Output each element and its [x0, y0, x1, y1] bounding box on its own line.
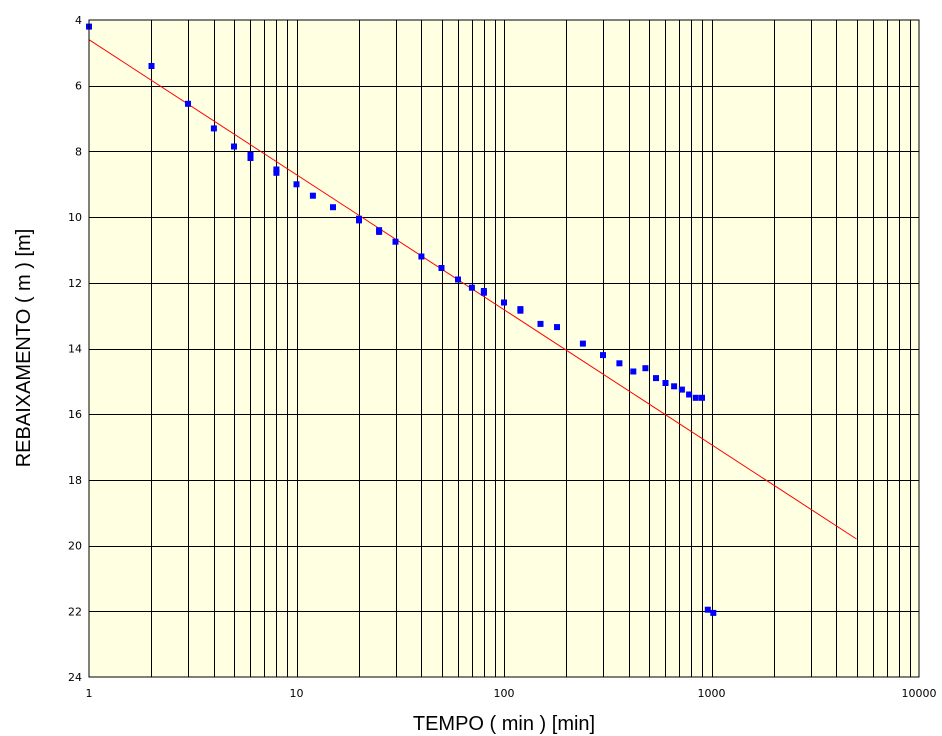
plot-frame	[88, 19, 920, 678]
y-tick-label: 18	[68, 474, 82, 487]
data-point	[537, 320, 544, 327]
y-tick-labels: 4 6 8 10 12 14 16 18 20 22 24	[68, 14, 82, 684]
data-point	[210, 125, 217, 132]
data-point	[376, 228, 383, 235]
data-point	[704, 606, 711, 613]
x-tick-label: 10000	[902, 687, 937, 700]
x-tick-label: 10	[290, 687, 304, 700]
data-point	[579, 340, 586, 347]
y-tick-label: 12	[68, 277, 82, 290]
data-point	[392, 238, 399, 245]
x-tick-label: 100	[494, 687, 515, 700]
y-tick-label: 24	[68, 671, 82, 684]
data-point	[692, 394, 699, 401]
data-point	[185, 100, 191, 107]
data-point	[671, 383, 678, 390]
data-point	[231, 143, 237, 150]
data-point	[480, 289, 487, 296]
data-point	[330, 204, 336, 211]
data-point	[455, 276, 461, 283]
data-point	[468, 284, 475, 291]
data-point	[662, 380, 669, 386]
x-tick-labels: 1 10 100 1000 10000	[86, 687, 937, 700]
y-tick-label: 4	[75, 14, 82, 27]
data-point	[309, 192, 316, 199]
data-point	[247, 151, 254, 158]
x-tick-label: 1000	[698, 687, 726, 700]
data-point	[630, 368, 637, 375]
y-tick-label: 22	[68, 605, 82, 618]
y-tick-label: 6	[75, 80, 82, 93]
y-axis-title: REBAIXAMENTO ( m ) [m]	[13, 229, 35, 468]
data-point	[438, 265, 445, 271]
y-tick-label: 16	[68, 408, 82, 421]
data-point	[273, 166, 280, 173]
data-point	[418, 253, 425, 260]
data-points	[86, 23, 717, 616]
data-point	[686, 391, 693, 398]
data-point	[517, 307, 524, 314]
data-point	[678, 386, 685, 393]
x-axis-title: TEMPO ( min ) [min]	[413, 713, 595, 735]
data-point	[653, 375, 659, 382]
data-point	[247, 155, 254, 161]
data-point	[554, 324, 560, 331]
y-tick-label: 10	[68, 211, 82, 224]
data-point	[501, 299, 507, 306]
data-point	[710, 609, 717, 616]
data-point	[600, 352, 606, 359]
data-point	[273, 169, 280, 176]
y-tick-label: 8	[75, 145, 82, 158]
data-point	[642, 365, 649, 372]
y-tick-label: 14	[68, 343, 82, 356]
data-point	[356, 217, 362, 224]
data-point	[616, 360, 623, 367]
data-point	[699, 394, 705, 401]
data-point	[293, 181, 300, 188]
y-tick-label: 20	[68, 540, 82, 553]
data-point	[148, 63, 155, 69]
x-tick-label: 1	[86, 687, 93, 700]
